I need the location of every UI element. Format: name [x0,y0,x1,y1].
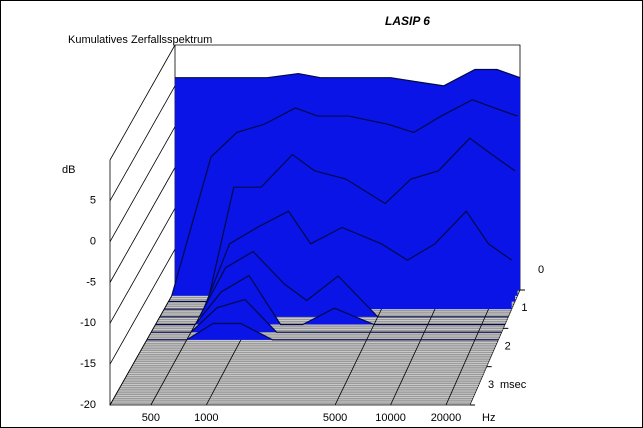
grid-line [109,85,176,202]
x-tick-label: 5000 [323,412,347,424]
x-tick-label: 1000 [194,412,218,424]
chart-subtitle: LASIP 6 [385,14,430,28]
slice-line [155,274,505,326]
y-tick-label: -15 [80,358,96,370]
x-tick-label: 10000 [375,412,406,424]
y-axis-label: dB [62,164,75,176]
x-tick-label: 20000 [431,412,462,424]
slice-line [175,68,521,87]
grid-line [109,248,176,365]
z-tick-label: 0 [538,264,544,276]
slice-fill [146,323,499,340]
slice-line [168,137,516,303]
x-axis-label: Hz [482,412,495,424]
slice-line [159,250,509,318]
y-tick-label: 0 [90,236,96,248]
grid-line [109,126,176,242]
y-tick-label: -20 [80,399,96,411]
y-tick-label: -5 [86,276,96,288]
grid-line [109,167,176,283]
y-tick-label: -10 [80,317,96,329]
left-top-edge [109,44,176,161]
z-axis-label: msec [500,379,527,391]
z-tick-label: 2 [505,341,511,353]
x-tick-label: 500 [142,412,160,424]
grid-line [109,208,176,324]
slice-line [171,99,518,296]
y-tick-label: 5 [90,195,96,207]
chart-title: Kumulatives Zerfallsspektrum [68,34,212,46]
z-tick-label: 1 [521,302,527,314]
z-tick-label: 3 [488,379,494,391]
slice-line [146,322,499,341]
slice-line [164,210,513,310]
slice-line [151,298,502,333]
